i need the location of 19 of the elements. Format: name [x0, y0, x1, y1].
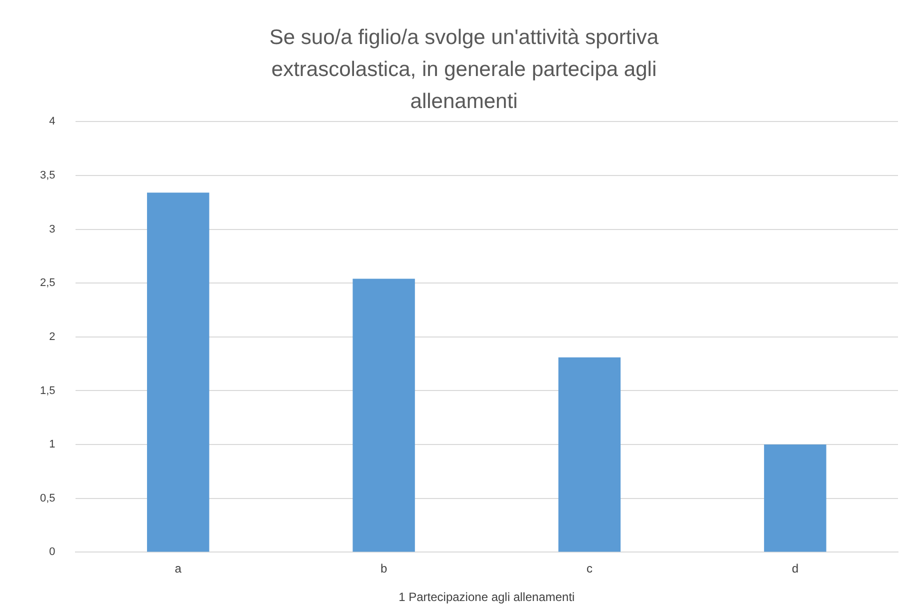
- bar: [558, 357, 621, 552]
- y-tick-label: 1,5: [40, 384, 56, 397]
- chart-title: Se suo/a figlio/a svolge un'attività sportiva extrascolastica, in generale partecipa agli allenamenti: [268, 25, 660, 115]
- y-tick-label: 2,5: [40, 277, 56, 290]
- x-tick-label: a: [174, 562, 182, 576]
- y-tick-label: 3: [49, 223, 56, 236]
- x-tick-label: d: [792, 562, 799, 576]
- y-tick-label: 0: [49, 546, 56, 558]
- bar: [352, 278, 415, 552]
- y-tick-label: 4: [49, 116, 56, 128]
- y-tick-label: 1: [49, 438, 56, 451]
- y-tick-label: 0,5: [40, 492, 56, 504]
- x-axis-title: 1 Partecipazione agli allenamenti: [398, 590, 575, 604]
- bar: [147, 192, 210, 552]
- x-tick-label: c: [586, 562, 592, 576]
- y-tick-label: 3,5: [40, 169, 56, 182]
- bar: [764, 444, 826, 552]
- y-tick-label: 2: [49, 330, 56, 343]
- x-tick-label: b: [380, 562, 388, 576]
